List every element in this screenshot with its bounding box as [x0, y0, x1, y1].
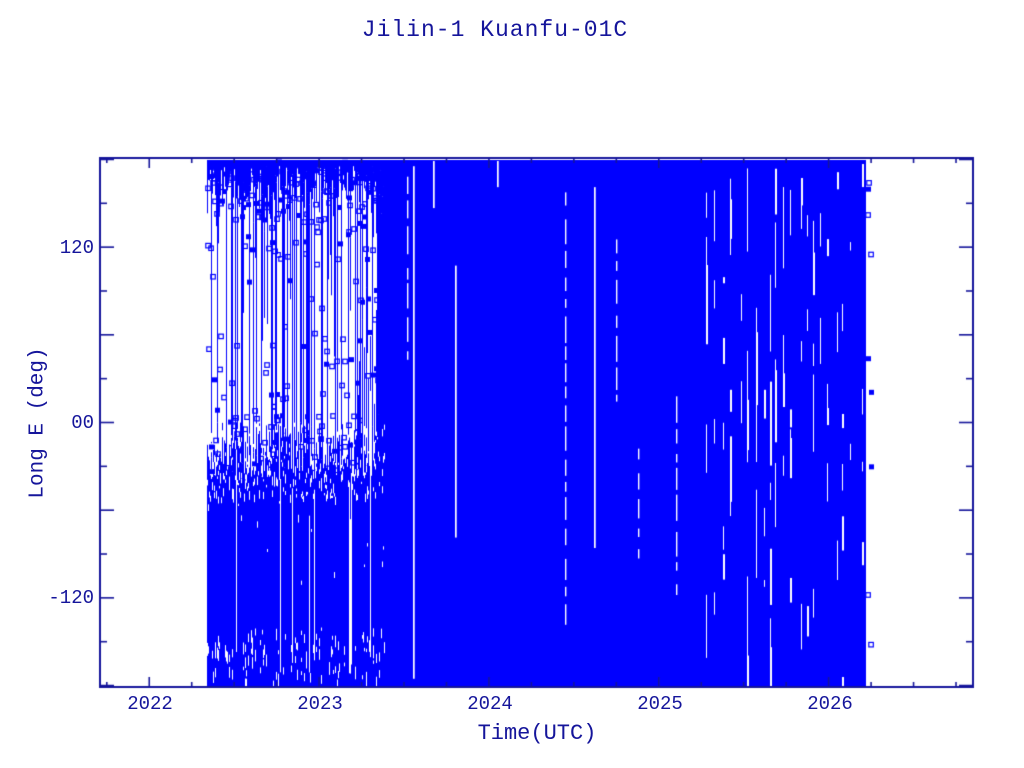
x-tick-label-2022: 2022	[127, 693, 173, 715]
chart-title: Jilin-1 Kuanfu-01C	[361, 17, 629, 43]
x-axis-title: Time(UTC)	[477, 721, 597, 746]
x-tick-label-2024: 2024	[467, 693, 513, 715]
y-tick-label-neg120: -120	[48, 587, 94, 609]
x-tick-label-2025: 2025	[637, 693, 683, 715]
y-tick-label-120: 120	[59, 237, 94, 259]
x-tick-label-2023: 2023	[297, 693, 343, 715]
x-tick-label-2026: 2026	[807, 693, 853, 715]
y-tick-label-00: 00	[71, 412, 94, 434]
